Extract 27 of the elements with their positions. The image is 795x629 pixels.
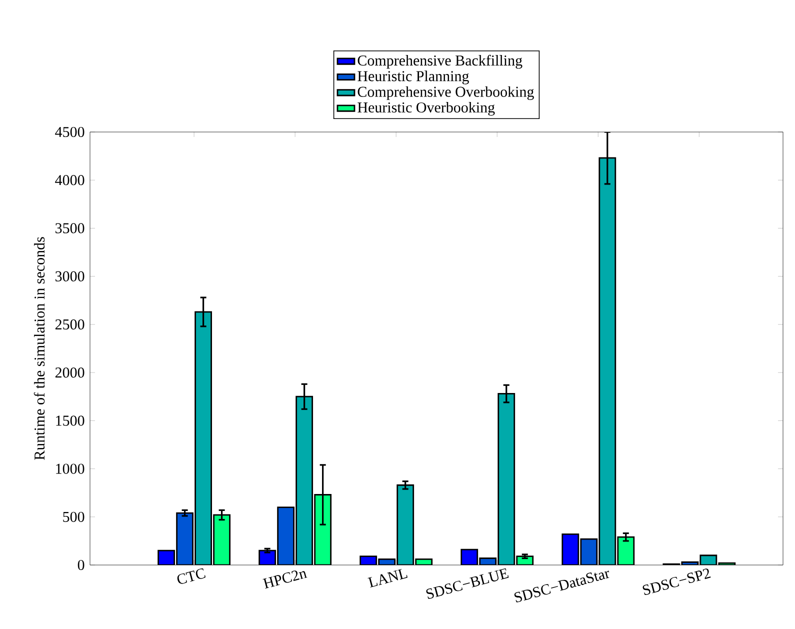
bar bbox=[617, 536, 635, 565]
legend-label: Heuristic Planning bbox=[358, 70, 469, 84]
y-tick-label: 1500 bbox=[56, 416, 84, 426]
y-tick-label: 2000 bbox=[55, 368, 84, 378]
legend-label: Comprehensive Backfilling bbox=[358, 54, 522, 69]
y-axis-title: Runtime of the simulation in seconds bbox=[34, 237, 45, 460]
x-tick-label: LANL bbox=[368, 568, 408, 588]
y-tick-label: 1000 bbox=[56, 464, 84, 474]
bar bbox=[314, 494, 332, 565]
y-tick-label: 2500 bbox=[55, 319, 84, 330]
legend-label: Comprehensive Overbooking bbox=[358, 86, 534, 100]
bar bbox=[213, 514, 231, 565]
bar bbox=[176, 512, 194, 565]
legend-label: Heuristic Overbooking bbox=[358, 102, 495, 116]
y-tick-label: 4000 bbox=[55, 175, 84, 186]
y-tick-label: 4500 bbox=[55, 126, 84, 138]
y-tick-label: 0 bbox=[78, 560, 84, 570]
bar bbox=[598, 157, 616, 565]
bar bbox=[194, 311, 212, 565]
x-tick-label: CTC bbox=[177, 568, 206, 584]
y-tick-label: 3000 bbox=[56, 271, 84, 282]
bar bbox=[296, 396, 314, 565]
bar bbox=[498, 393, 516, 565]
bar bbox=[396, 484, 414, 565]
y-tick-label: 3500 bbox=[56, 223, 84, 234]
y-tick-label: 500 bbox=[63, 512, 84, 522]
x-tick-label: HPC2n bbox=[262, 570, 308, 589]
